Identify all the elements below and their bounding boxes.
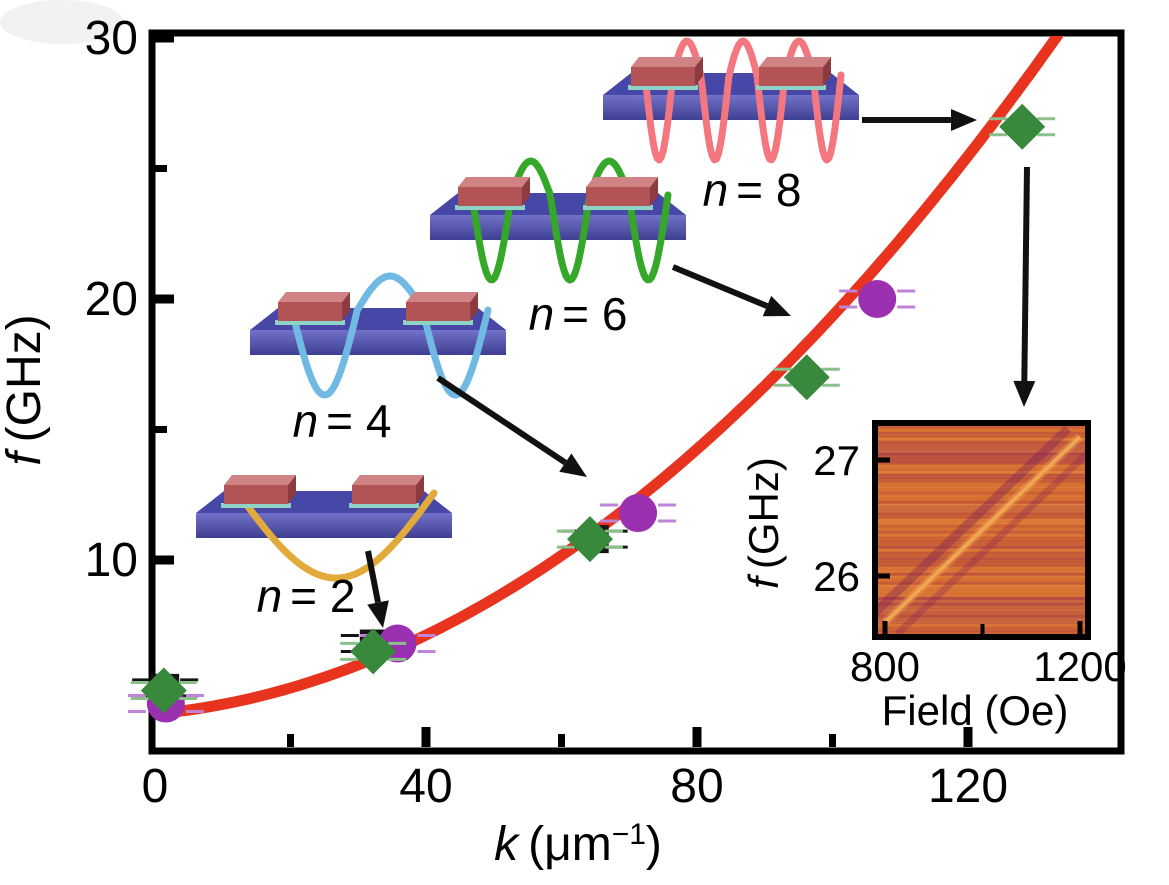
contact-bar-front [278, 302, 342, 321]
contact-bar-front [759, 67, 823, 86]
x-axis-tick-label: 120 [928, 760, 1008, 813]
device-underlayer [221, 503, 291, 508]
data-point-circle [619, 494, 658, 533]
y-axis-tick-label: 20 [85, 273, 138, 326]
data-point-diamond [140, 667, 187, 714]
contact-bar-front [586, 187, 650, 206]
y-axis-tick-label: 30 [85, 12, 138, 65]
contact-bar-side [823, 57, 831, 86]
mode-label-n6: n = 6 [529, 288, 628, 340]
contact-bar-front [352, 485, 416, 504]
device-underlayer [628, 85, 698, 90]
contact-bar-front [631, 67, 695, 86]
mode-label-n8: n = 8 [703, 164, 802, 216]
inset-heatmap: 26 27 800 1200 f(GHz) Field (Oe) [740, 420, 1127, 734]
contact-bar-side [288, 475, 296, 504]
annotation-arrow-n2 [365, 550, 389, 628]
y-axis-tick-label: 10 [85, 534, 138, 587]
data-point-circle [858, 280, 897, 318]
contact-bar-side [416, 475, 424, 504]
contact-bar-top [406, 292, 478, 302]
contact-bar-side [470, 292, 478, 321]
inset-heatmap-image [875, 423, 1088, 637]
device-underlayer [275, 320, 345, 325]
mode-device-n4 [250, 272, 506, 399]
contact-bar-side [695, 57, 703, 86]
device-underlayer [349, 503, 419, 508]
device-underlayer [455, 205, 525, 210]
contact-bar-top [631, 57, 703, 67]
contact-bar-top [458, 177, 530, 187]
data-point-diamond [566, 516, 613, 563]
mode-wave [234, 489, 438, 582]
inset-x-axis-title: Field (Oe) [882, 687, 1069, 734]
plot-frame [148, 29, 1125, 755]
mode-wave [468, 157, 672, 284]
device-slab-front [250, 330, 506, 355]
data-point-diamond [783, 354, 830, 401]
contact-bar-top [224, 475, 296, 485]
annotation-arrow-n4 [436, 375, 587, 477]
mode-device-n8 [603, 37, 859, 164]
contact-bar-side [522, 177, 530, 206]
data-point-diamond [350, 628, 397, 675]
mode-label-n2: n = 2 [257, 570, 356, 622]
x-axis-tick-label: 0 [142, 760, 169, 813]
annotation-arrow-n8 [862, 109, 977, 131]
inset-x-tick-label: 1200 [1033, 643, 1126, 690]
x-axis-tick-label: 40 [399, 760, 452, 813]
annotation-arrow-n6 [671, 264, 791, 317]
scan-smudge [0, 0, 124, 44]
contact-bar-top [278, 292, 350, 302]
contact-bar-top [586, 177, 658, 187]
data-point-diamond [999, 103, 1046, 150]
y-axis-title: f(GHz) [0, 314, 51, 465]
mode-label-n4: n = 4 [293, 395, 392, 447]
inset-y-tick-label: 27 [813, 437, 860, 484]
contact-bar-top [759, 57, 831, 67]
mode-device-n2 [196, 475, 452, 582]
mode-wave [288, 272, 492, 399]
axes: 0 40 80 120 30 20 10 f(GHz) k (μm−1) [0, 12, 1125, 871]
inset-frame [872, 420, 1091, 640]
device-underlayer [756, 85, 826, 90]
device-underlayer [403, 320, 473, 325]
contact-bar-front [406, 302, 470, 321]
inset-resonance-line [883, 435, 1082, 624]
x-axis-title: k (μm−1) [494, 818, 662, 871]
contact-bar-side [650, 177, 658, 206]
inset-x-tick-label: 800 [850, 643, 920, 690]
inset-y-tick-label: 26 [813, 553, 860, 600]
annotation-arrow-to-inset [1013, 166, 1036, 407]
inset-y-axis-title: f(GHz) [740, 457, 787, 589]
contact-bar-front [458, 187, 522, 206]
contact-bar-side [342, 292, 350, 321]
contact-bar-front [224, 485, 288, 504]
contact-bar-top [352, 475, 424, 485]
mode-device-n6 [430, 157, 686, 284]
series-green-diamonds [130, 103, 1056, 714]
device-underlayer [583, 205, 653, 210]
x-axis-tick-label: 80 [670, 760, 723, 813]
